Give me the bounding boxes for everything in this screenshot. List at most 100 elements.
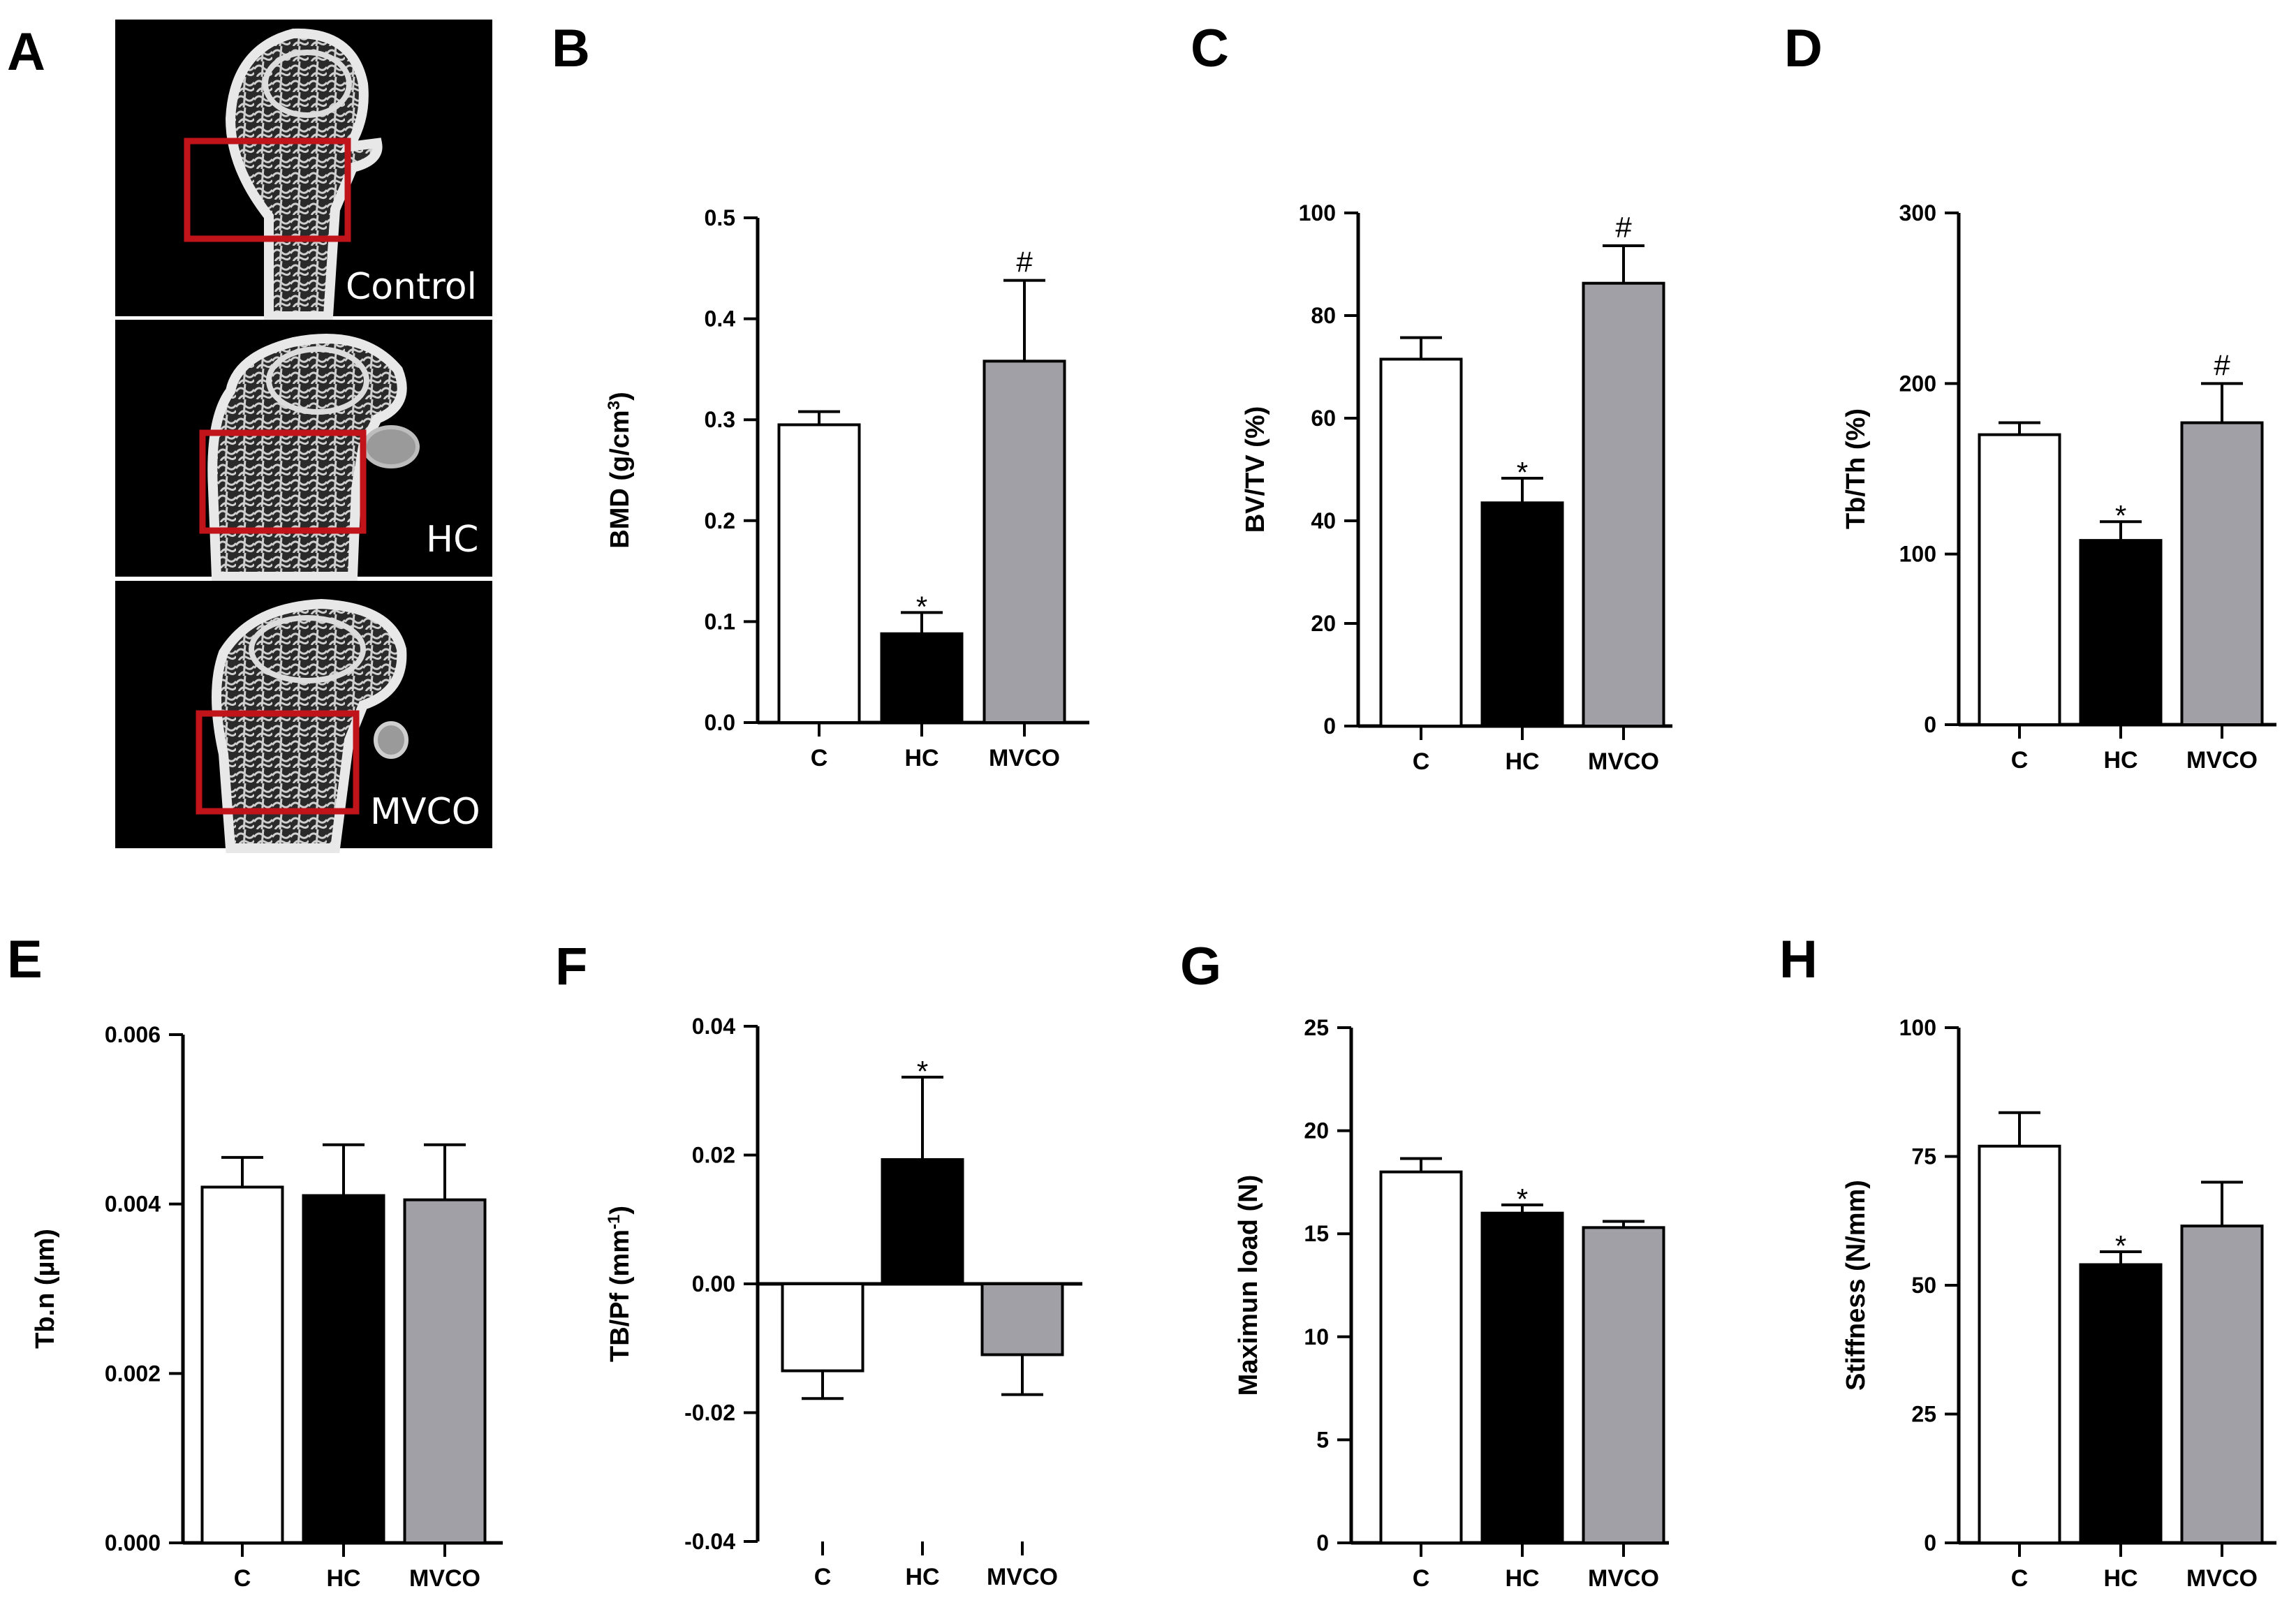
- y-axis-label: Stiffness (N/mm): [1841, 1180, 1871, 1391]
- x-tick-label-c: C: [811, 745, 828, 771]
- significance-mark-hc: *: [1517, 1183, 1528, 1215]
- bar-hc: [1480, 1211, 1564, 1545]
- y-axis-label: Tb.n (µm): [31, 1229, 60, 1349]
- x-tick-label-mvco: MVCO: [1588, 1565, 1659, 1592]
- panel-letter-h: H: [1779, 930, 1818, 989]
- y-tick-label: 80: [1311, 303, 1336, 328]
- y-tick-label: 0.004: [105, 1192, 161, 1217]
- x-tick-label-c: C: [1413, 748, 1430, 775]
- y-tick-label: 0.1: [705, 609, 735, 634]
- y-tick-label: 0.000: [105, 1530, 161, 1555]
- panel-letter-b: B: [552, 19, 590, 78]
- x-tick-label-mvco: MVCO: [2186, 747, 2258, 774]
- x-tick-label-mvco: MVCO: [2186, 1565, 2258, 1592]
- significance-mark-hc: *: [2115, 1229, 2126, 1262]
- x-tick-label-hc: HC: [2103, 747, 2137, 774]
- bar-mvco: [2180, 421, 2264, 727]
- bar-c: [1379, 357, 1463, 727]
- significance-mark-mvco: #: [1016, 246, 1033, 279]
- chart-e: E 0.000 0.002 0.004 0.006 Tb.n (µm) C HC MVCO: [7, 930, 503, 1592]
- bar-c: [200, 1185, 284, 1545]
- panel-letter-d: D: [1784, 19, 1823, 78]
- y-tick-label: 20: [1304, 1118, 1329, 1144]
- chart-b: B 0.0 0.1 0.2 0.3 0.4 0.5 BMD (g/cm3) C HC * MVCO #: [552, 19, 1089, 771]
- image-label-mvco: MVCO: [370, 791, 480, 833]
- x-tick-label-c: C: [1413, 1565, 1430, 1592]
- x-tick-label-mvco: MVCO: [1588, 748, 1659, 775]
- significance-mark-hc: *: [917, 1055, 928, 1088]
- x-tick-label-c: C: [234, 1565, 251, 1592]
- y-tick-label: 0.02: [692, 1143, 735, 1168]
- y-axis-label-superscript: -1: [605, 1215, 624, 1229]
- y-tick-label: 20: [1311, 611, 1336, 636]
- microct-image-hc: HC: [115, 320, 492, 582]
- y-tick-label: 0.002: [105, 1361, 161, 1386]
- y-tick-label: 25: [1911, 1402, 1936, 1427]
- y-tick-label: 0.0: [705, 710, 735, 735]
- y-tick-label: 60: [1311, 406, 1336, 431]
- bar-c: [1978, 1144, 2061, 1544]
- y-tick-label: 0: [1316, 1530, 1329, 1555]
- roi-box: [196, 710, 360, 815]
- y-axis-label: BV/TV (%): [1241, 406, 1270, 533]
- x-tick-label-hc: HC: [1505, 1565, 1539, 1592]
- significance-mark-mvco: #: [1615, 211, 1632, 244]
- significance-mark-mvco: #: [2214, 348, 2230, 381]
- microct-image-mvco: MVCO: [115, 581, 492, 853]
- y-tick-label: 0.2: [705, 508, 735, 533]
- y-axis-label-end: ): [605, 392, 635, 401]
- x-tick-label-c: C: [814, 1564, 832, 1590]
- y-tick-label: 300: [1899, 200, 1936, 225]
- femur-microct-image: [212, 598, 409, 853]
- significance-mark-hc: *: [1517, 456, 1528, 489]
- significance-mark-hc: *: [916, 590, 927, 623]
- chart-d: D 0 100 200 300 Tb/Th (%) C HC * MVCO #: [1784, 19, 2276, 774]
- bar-hc: [880, 632, 964, 725]
- panel-letter-a: A: [7, 22, 45, 82]
- y-tick-label: 10: [1304, 1324, 1329, 1349]
- y-tick-label: 75: [1911, 1144, 1936, 1169]
- chart-f: F -0.04 -0.02 0.00 0.02 0.04 TB/Pf (mm-1) C HC * M…: [555, 937, 1082, 1590]
- y-tick-label: 25: [1304, 1015, 1329, 1040]
- bar-c: [781, 1282, 864, 1373]
- panel-letter-e: E: [7, 930, 43, 989]
- bar-hc: [2079, 1263, 2163, 1544]
- chart-c: C 0 20 40 60 80 100 BV/TV (%) C HC * MVCO #: [1191, 19, 1672, 775]
- bar-mvco: [980, 1282, 1064, 1356]
- y-tick-label: 0.00: [692, 1271, 735, 1296]
- x-tick-label-hc: HC: [2103, 1565, 2137, 1592]
- y-tick-label: 0.006: [105, 1022, 161, 1047]
- y-axis-label: Tb/Th (%): [1841, 408, 1871, 529]
- y-tick-label: 15: [1304, 1221, 1329, 1246]
- bar-mvco: [403, 1198, 487, 1544]
- x-tick-label-hc: HC: [904, 745, 939, 771]
- panel-letter-f: F: [555, 937, 587, 996]
- y-tick-label: 100: [1899, 1015, 1936, 1040]
- x-tick-label-mvco: MVCO: [987, 1564, 1058, 1590]
- bar-mvco: [1582, 281, 1665, 727]
- bar-c: [777, 423, 861, 724]
- panel-letter-g: G: [1180, 937, 1221, 996]
- y-tick-label: -0.02: [684, 1400, 735, 1426]
- y-axis-label: Maximun load (N): [1234, 1175, 1263, 1396]
- image-label-hc: HC: [426, 519, 478, 561]
- y-tick-label: 100: [1899, 542, 1936, 567]
- bar-hc: [881, 1157, 964, 1286]
- y-tick-label: 100: [1299, 200, 1336, 225]
- bar-hc: [302, 1194, 385, 1544]
- y-tick-label: -0.04: [684, 1529, 735, 1554]
- x-tick-label-hc: HC: [1505, 748, 1539, 775]
- x-tick-label-c: C: [2011, 1565, 2029, 1592]
- y-tick-label: 0.5: [705, 205, 735, 230]
- panel-a: A Control HC: [7, 20, 492, 853]
- y-axis-label: TB/Pf (mm-1): [605, 1206, 635, 1362]
- chart-g: G 0 5 10 15 20 25 Maximun load (N) C HC * MVCO: [1180, 937, 1669, 1592]
- roi-box: [184, 138, 351, 242]
- y-axis-label-superscript: 3: [605, 401, 624, 410]
- y-tick-label: 0: [1323, 713, 1336, 739]
- y-tick-label: 0.3: [705, 407, 735, 432]
- y-tick-label: 0: [1924, 1530, 1936, 1555]
- x-tick-label-mvco: MVCO: [989, 745, 1060, 771]
